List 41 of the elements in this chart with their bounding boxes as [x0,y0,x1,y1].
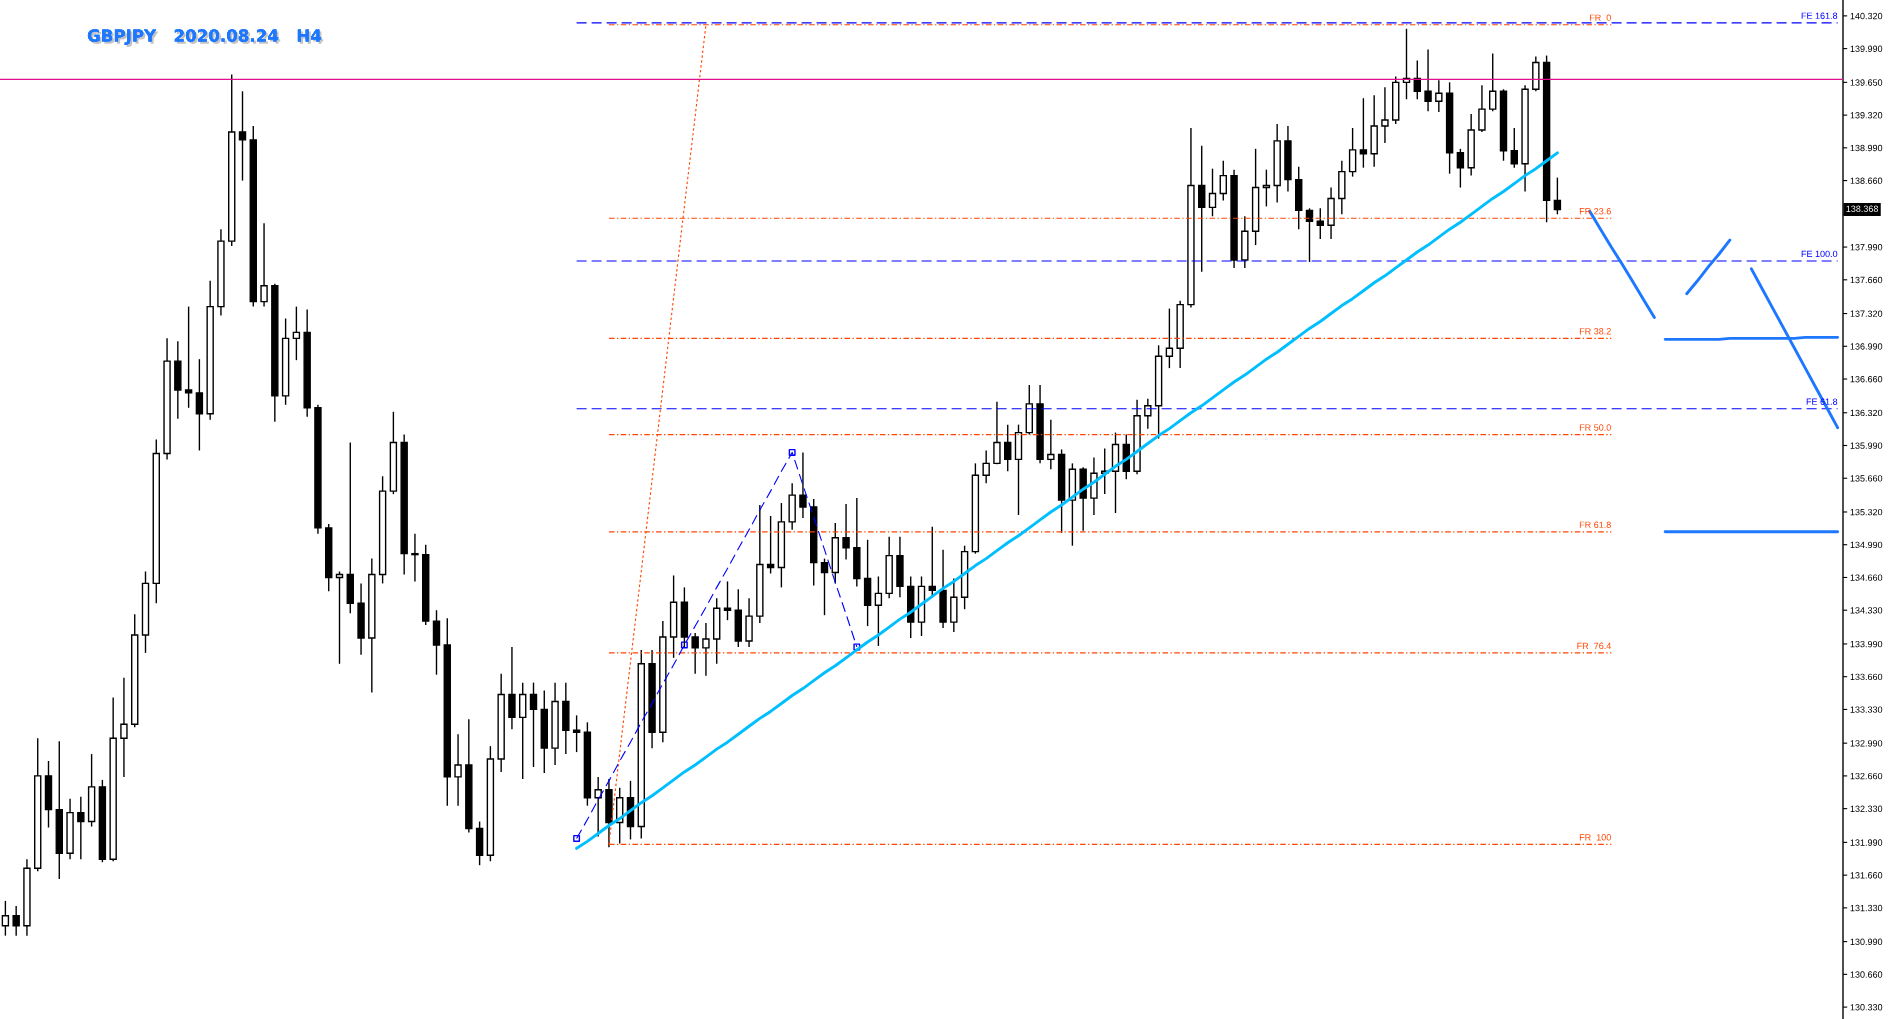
y-tick-label: 132.990 [1850,740,1883,747]
y-tick-label: 137.660 [1850,276,1883,284]
series-label: FR 38.2 [1579,328,1611,335]
series-label: FR 61.8 [1579,521,1611,528]
annotation: 138.368 [1846,205,1879,212]
y-tick-label: 133.990 [1850,640,1883,648]
series-label: FR 100 [1579,834,1611,841]
series-label: FE 100.0 [1801,250,1838,258]
y-tick-label: 130.660 [1850,971,1883,978]
y-tick-label: 135.990 [1850,442,1883,449]
y-tick-label: 140.320 [1850,12,1883,20]
y-tick-label: 138.660 [1850,177,1883,184]
y-tick-label: 139.990 [1850,45,1883,52]
y-tick-label: 132.660 [1850,772,1883,780]
y-tick-label: 131.330 [1850,904,1883,912]
y-tick-label: 130.330 [1850,1004,1883,1011]
series-label: FR 0 [1589,14,1611,21]
text: GBPJPY 2020.08.24 H4 [87,29,324,48]
y-tick-label: 133.330 [1850,706,1883,713]
y-tick-label: 138.990 [1850,144,1883,152]
y-tick-label: 136.320 [1850,409,1883,417]
y-tick-label: 139.650 [1850,79,1883,86]
y-tick-label: 130.990 [1850,938,1883,945]
y-tick-label: 135.320 [1850,508,1883,516]
series-label: FE 161.8 [1801,12,1838,19]
y-tick-label: 131.660 [1850,872,1883,879]
y-tick-label: 136.990 [1850,343,1883,350]
y-tick-label: 135.660 [1850,475,1883,482]
y-tick-label: 137.990 [1850,244,1883,251]
series-label: FR 76.4 [1577,642,1612,650]
y-tick-label: 132.330 [1850,805,1883,813]
y-tick-label: 134.330 [1850,607,1883,614]
y-tick-label: 134.990 [1850,541,1883,549]
y-tick-label: 133.660 [1850,673,1883,681]
y-tick-label: 136.660 [1850,375,1883,383]
y-tick-label: 137.320 [1850,310,1883,317]
series-label: FR 50.0 [1579,424,1611,431]
y-tick-label: 134.660 [1850,574,1883,581]
y-tick-label: 139.320 [1850,112,1883,119]
series-label: FR 23.6 [1579,208,1611,215]
y-tick-label: 131.990 [1850,839,1883,846]
